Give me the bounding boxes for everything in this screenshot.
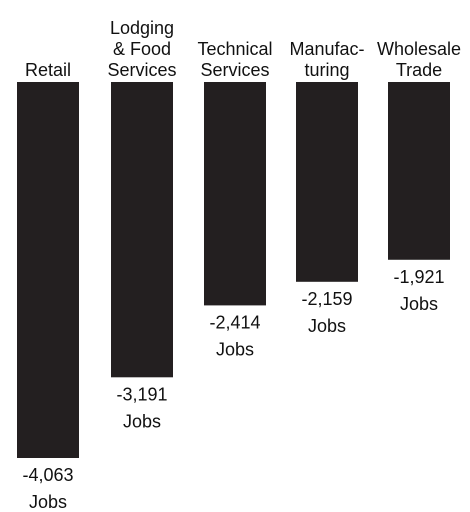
unit-label-manufac-turing: Jobs (308, 316, 346, 336)
category-label-wholesale-trade-line-1: Wholesale (377, 39, 461, 59)
value-label-wholesale-trade: -1,921 (393, 267, 444, 287)
bar-retail (17, 82, 79, 458)
bars (17, 82, 450, 458)
value-label-lodging-food-services: -3,191 (116, 384, 167, 404)
category-label-manufac-turing-line-1: Manufac- (289, 39, 364, 59)
category-label-wholesale-trade-line-2: Trade (396, 60, 442, 80)
unit-label-retail: Jobs (29, 492, 67, 512)
bar-technical-services (204, 82, 266, 306)
value-label-manufac-turing: -2,159 (301, 289, 352, 309)
category-label-technical-services-line-2: Services (200, 60, 269, 80)
category-label-lodging-food-services-line-1: Lodging (110, 18, 174, 38)
bar-wholesale-trade (388, 82, 450, 260)
category-label-retail-line-1: Retail (25, 60, 71, 80)
bar-lodging-food-services (111, 82, 173, 378)
category-label-technical-services-line-1: Technical (197, 39, 272, 59)
unit-label-wholesale-trade: Jobs (400, 294, 438, 314)
value-label-retail: -4,063 (22, 465, 73, 485)
bar-manufac-turing (296, 82, 358, 282)
value-labels: -4,063 Jobs -3,191 Jobs -2,414 Jobs -2,159 Jobs… (22, 267, 444, 512)
value-label-technical-services: -2,414 (209, 312, 260, 332)
category-label-lodging-food-services-line-2: & Food (113, 39, 171, 59)
unit-label-technical-services: Jobs (216, 339, 254, 359)
unit-label-lodging-food-services: Jobs (123, 411, 161, 431)
category-label-lodging-food-services-line-3: Services (107, 60, 176, 80)
category-label-manufac-turing-line-2: turing (304, 60, 349, 80)
